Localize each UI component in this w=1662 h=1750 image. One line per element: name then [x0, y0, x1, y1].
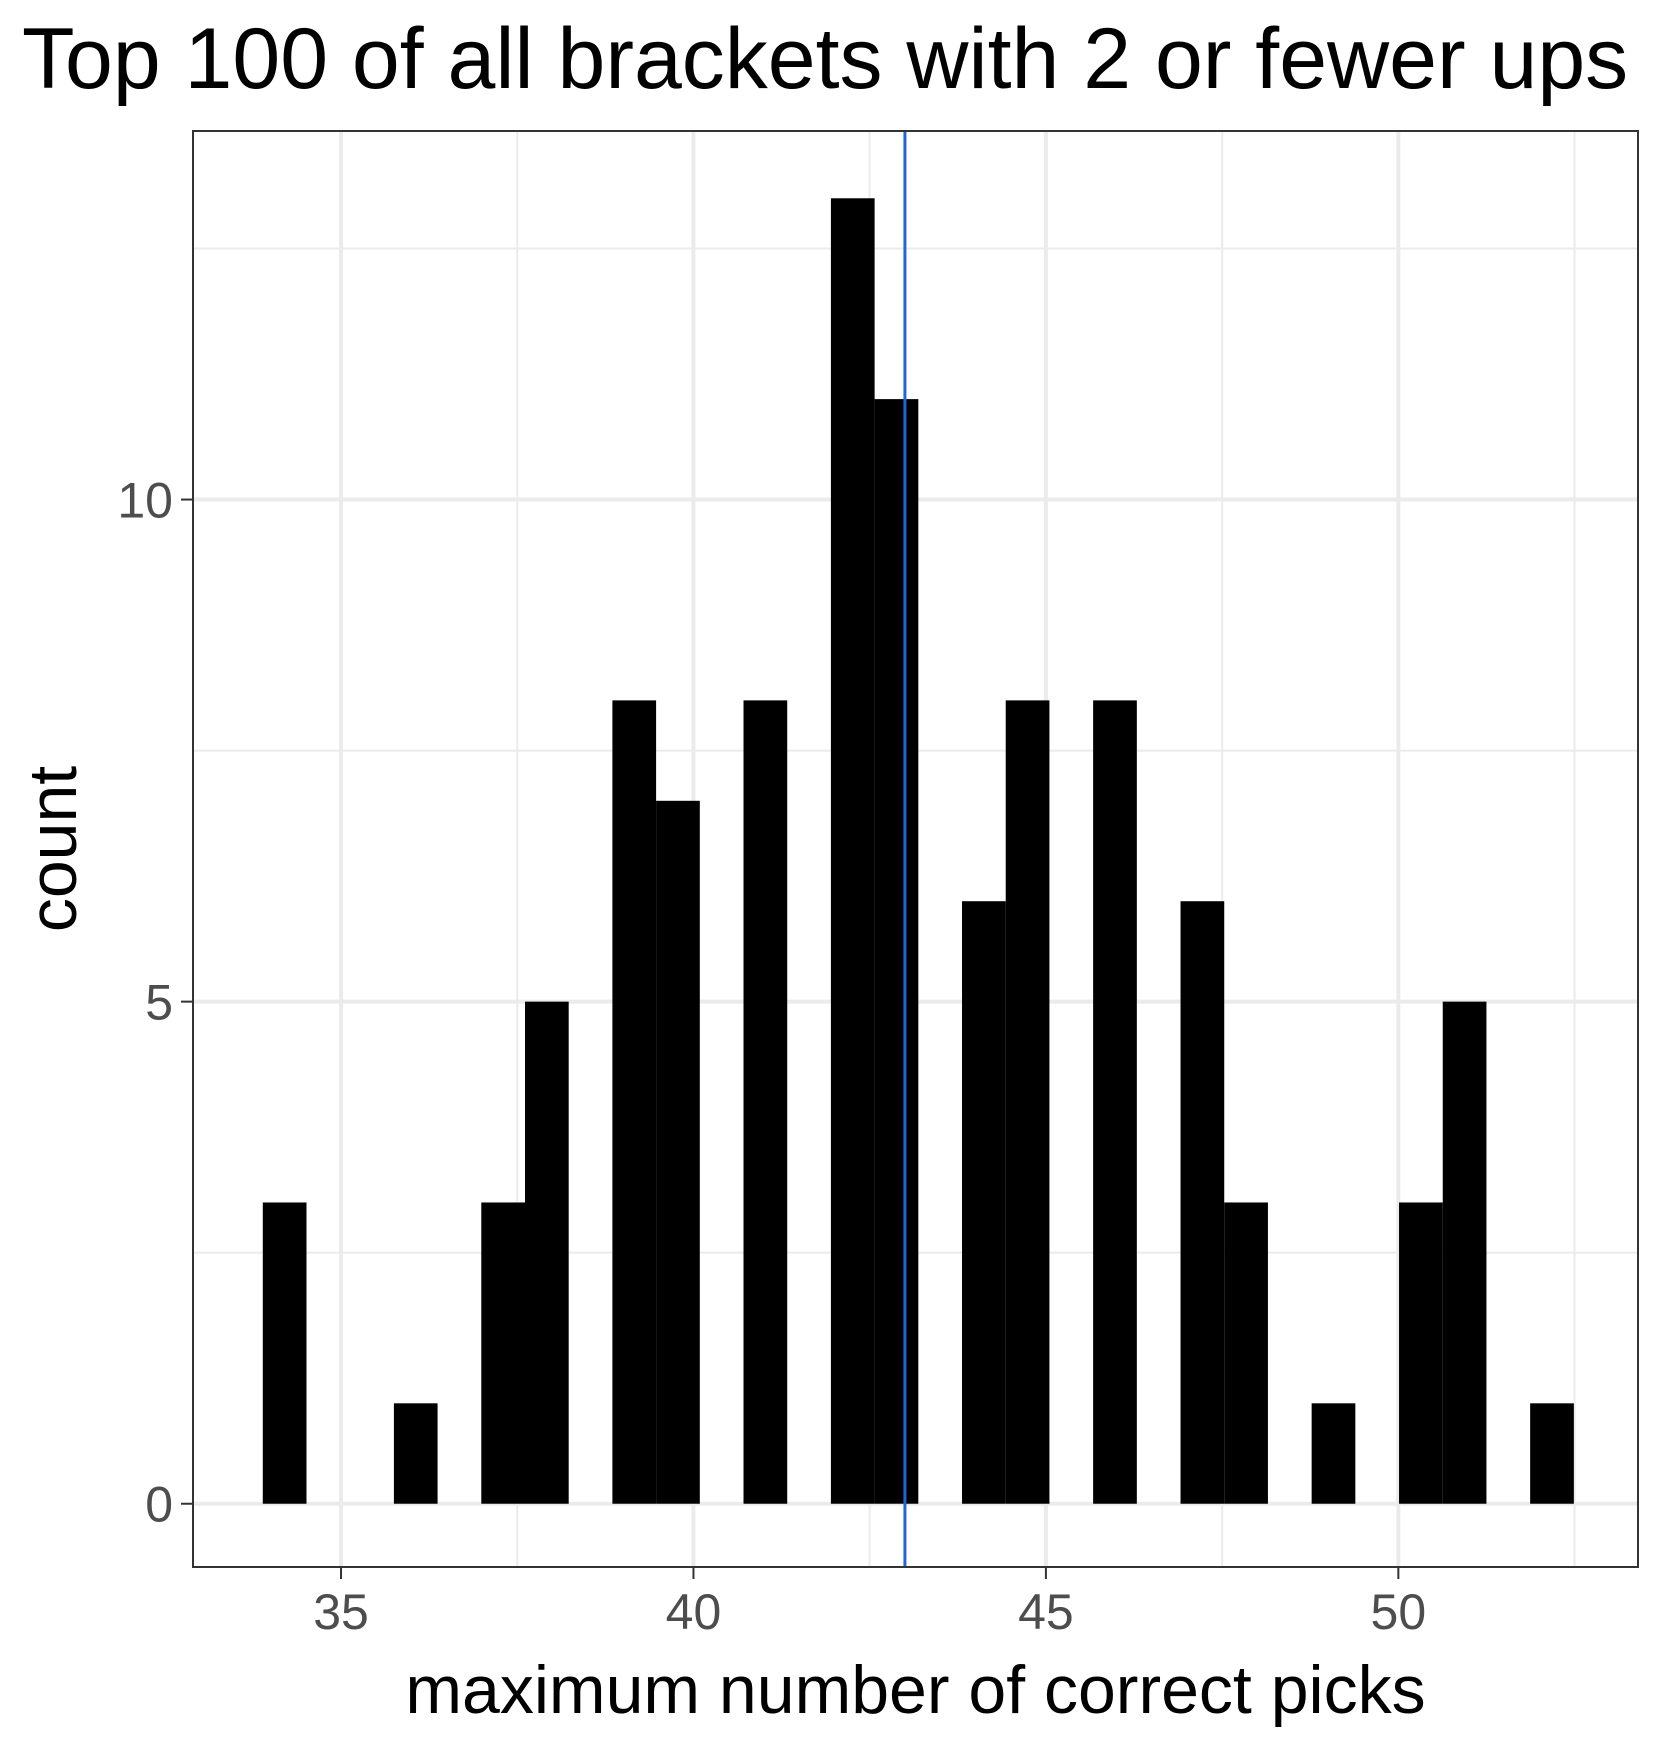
histogram-bar	[481, 1202, 525, 1504]
axis-ticks: 35 40 45 50 0 5 10	[117, 473, 1426, 1640]
histogram-bar	[1224, 1202, 1268, 1504]
x-tick-label: 35	[313, 1584, 369, 1640]
histogram-bar	[962, 901, 1006, 1504]
y-tick-label: 0	[145, 1477, 173, 1533]
y-tick-label: 10	[117, 473, 173, 529]
histogram-bar	[1311, 1403, 1356, 1504]
histogram-bar	[1530, 1403, 1574, 1504]
histogram-bar	[1005, 700, 1050, 1504]
histogram-bar	[656, 800, 700, 1504]
histogram-bar	[1093, 700, 1137, 1504]
chart-title: Top 100 of all brackets with 2 or fewer …	[22, 11, 1628, 107]
y-axis-title: count	[15, 766, 91, 932]
histogram-bar	[874, 399, 919, 1504]
histogram-bar	[1399, 1202, 1443, 1504]
histogram-bar	[743, 700, 788, 1504]
x-tick-label: 45	[1018, 1584, 1074, 1640]
histogram-bar	[262, 1202, 307, 1504]
histogram-bar	[612, 700, 657, 1504]
x-tick-label: 40	[666, 1584, 722, 1640]
x-tick-label: 50	[1371, 1584, 1427, 1640]
x-axis-title: maximum number of correct picks	[405, 1652, 1425, 1728]
histogram-bar	[393, 1403, 438, 1504]
histogram-bars	[262, 198, 1574, 1504]
histogram-bar	[1442, 1001, 1487, 1504]
y-tick-label: 5	[145, 975, 173, 1031]
histogram-bar	[524, 1001, 569, 1504]
histogram-bar	[830, 198, 875, 1504]
plot-panel-border	[192, 130, 1639, 1568]
histogram-bar	[1180, 901, 1225, 1504]
